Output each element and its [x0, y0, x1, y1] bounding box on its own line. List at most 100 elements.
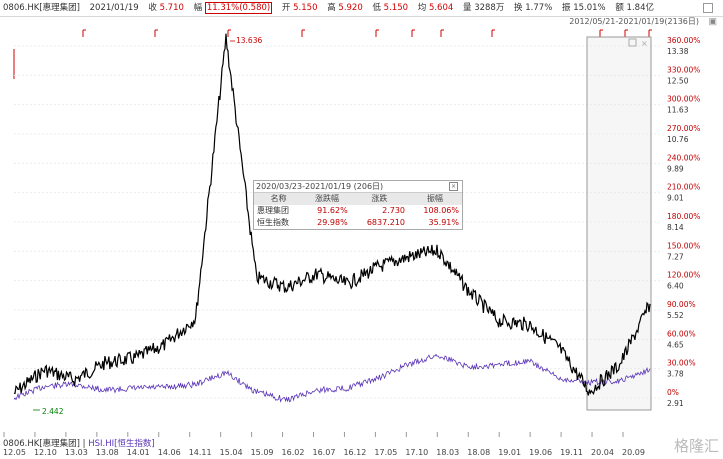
export-icon[interactable]: ▣ [708, 16, 717, 26]
range-label: 2012/05/21-2021/01/19(2136日) [569, 17, 699, 26]
axis-price-label: 10.76 [667, 135, 689, 144]
legend-separator: | [82, 439, 86, 449]
right-axis: 360.00% 13.38 330.00% 12.50 300.00% 11.63 270.… [667, 36, 700, 408]
selection-close-icon[interactable]: × [641, 39, 648, 48]
amount-field: 额 1.84亿 [615, 3, 654, 13]
date-tick-label: 12.10 [33, 448, 57, 457]
stats-row[interactable]: 恒生指数 29.98% 6837.210 35.91% [254, 217, 462, 229]
axis-price-label: 11.63 [667, 106, 689, 115]
stats-cell: 恒生指数 [257, 218, 289, 227]
stats-cell: 6837.210 [366, 218, 405, 227]
axis-pct-label: 30.00% [667, 359, 696, 368]
axis-pct-label: 60.00% [667, 329, 696, 338]
quote-date: 2021/01/19 [89, 3, 139, 13]
event-flag-icon[interactable] [227, 29, 231, 37]
selection-maximize-icon[interactable] [628, 38, 637, 47]
axis-pct-label: 360.00% [667, 36, 700, 45]
date-tick-label: 15.09 [250, 448, 274, 457]
stats-cell: 29.98% [317, 218, 348, 227]
event-flag-icon[interactable] [411, 29, 415, 37]
axis-price-label: 3.78 [667, 370, 684, 379]
avg-field: 均 5.604 [417, 3, 454, 13]
event-flag-icon[interactable] [491, 29, 495, 37]
date-tick-label: 16.12 [343, 448, 367, 457]
stats-header: 名称 [254, 193, 304, 205]
stats-cell: 2.730 [382, 206, 405, 215]
stats-row[interactable]: 惠理集团 91.62% 2.730 108.06% [254, 205, 462, 217]
date-tick-label: 20.09 [622, 448, 645, 457]
stats-header: 涨跌幅 [303, 193, 351, 205]
axis-price-label: 5.52 [667, 311, 684, 320]
axis-pct-label: 210.00% [667, 183, 700, 192]
stats-header: 振幅 [408, 193, 462, 205]
axis-price-label: 13.38 [667, 47, 689, 56]
amplitude-field: 振 15.01% [561, 3, 606, 13]
date-tick-label: 16.07 [312, 448, 336, 457]
quote-info-bar: 0806.HK[惠理集团] 2021/01/19 收 5.710 幅 11.31… [0, 0, 723, 17]
axis-pct-label: 180.00% [667, 212, 700, 221]
axis-price-label: 7.27 [667, 252, 684, 261]
change-field: 幅 11.31%(0.580) [193, 2, 273, 14]
date-tick-label: 14.11 [188, 448, 212, 457]
price-chart[interactable]: × 360.00% 13.38 330.00% 12.50 300.00% 11.63 27… [0, 17, 723, 437]
stats-cell: 108.06% [423, 206, 459, 215]
axis-pct-label: 330.00% [667, 65, 700, 74]
axis-price-label: 12.50 [667, 76, 689, 85]
stats-cell: 惠理集团 [257, 206, 289, 215]
date-axis: 12.05 12.10 13.03 13.08 14.01 14.06 14.11 15.04… [0, 448, 665, 459]
axis-price-label: 8.14 [667, 223, 684, 232]
date-tick-label: 17.10 [405, 448, 429, 457]
axis-pct-label: 240.00% [667, 153, 700, 162]
legend-index[interactable]: HSI.HI[恒生指数] [88, 439, 155, 449]
event-flag-icon[interactable] [648, 29, 652, 37]
axis-price-label: 2.91 [667, 399, 684, 408]
event-flag-icon[interactable] [440, 29, 444, 37]
grid-lines [3, 45, 663, 437]
axis-pct-label: 270.00% [667, 124, 700, 133]
turnover-field: 换 1.77% [514, 3, 553, 13]
date-tick-label: 17.05 [374, 448, 398, 457]
axis-pct-label: 300.00% [667, 95, 700, 104]
date-tick-label: 19.06 [529, 448, 553, 457]
stats-cell: 35.91% [428, 218, 459, 227]
close-field: 收 5.710 [148, 3, 184, 13]
date-tick-label: 12.05 [3, 448, 26, 457]
date-tick-label: 13.03 [64, 448, 88, 457]
date-tick-label: 19.11 [560, 448, 583, 457]
stock-code[interactable]: 0806.HK[惠理集团] [3, 3, 80, 13]
date-tick-label: 14.06 [157, 448, 181, 457]
low-field: 低 5.150 [372, 3, 409, 13]
legend-stock[interactable]: 0806.HK[惠理集团] [3, 439, 80, 449]
volume-field: 量 3288万 [462, 3, 505, 13]
axis-pct-label: 90.00% [667, 300, 696, 309]
close-icon[interactable]: × [449, 182, 458, 191]
axis-price-label: 9.89 [667, 164, 684, 173]
event-flag-icon[interactable] [154, 29, 158, 37]
event-flag-icon[interactable] [375, 29, 379, 37]
event-flag-icon[interactable] [624, 29, 628, 37]
date-tick-label: 18.03 [436, 448, 460, 457]
date-tick-label: 18.08 [467, 448, 491, 457]
axis-price-label: 6.40 [667, 282, 684, 291]
axis-pct-label: 150.00% [667, 241, 700, 250]
event-flag-icon[interactable] [82, 29, 86, 37]
max-price-label: 13.636 [236, 36, 262, 45]
selection-range-box[interactable] [586, 36, 652, 411]
stats-header: 涨跌 [350, 193, 408, 205]
stock-series-line [13, 33, 651, 396]
event-flags[interactable] [82, 29, 652, 37]
event-flag-icon[interactable] [599, 29, 603, 37]
date-tick-label: 15.04 [219, 448, 243, 457]
interval-stats-panel[interactable]: 2020/03/23-2021/01/19 (206日) × 名称 涨跌幅 涨跌… [253, 180, 463, 230]
min-price-label: 2.442 [42, 407, 64, 416]
axis-price-label: 4.65 [667, 340, 684, 349]
stats-table: 名称 涨跌幅 涨跌 振幅 惠理集团 91.62% 2.730 108.06% 恒… [254, 193, 462, 229]
window-toggle-button[interactable] [703, 3, 713, 13]
series-legend: 0806.HK[惠理集团] | HSI.HI[恒生指数] [3, 437, 155, 449]
date-tick-label: 19.01 [498, 448, 522, 457]
stats-cell: 91.62% [317, 206, 348, 215]
stats-title-text: 2020/03/23-2021/01/19 (206日) [256, 182, 384, 191]
watermark-logo: 格隆汇 [673, 437, 719, 455]
event-flag-icon[interactable] [301, 29, 305, 37]
axis-pct-label: 120.00% [667, 271, 700, 280]
